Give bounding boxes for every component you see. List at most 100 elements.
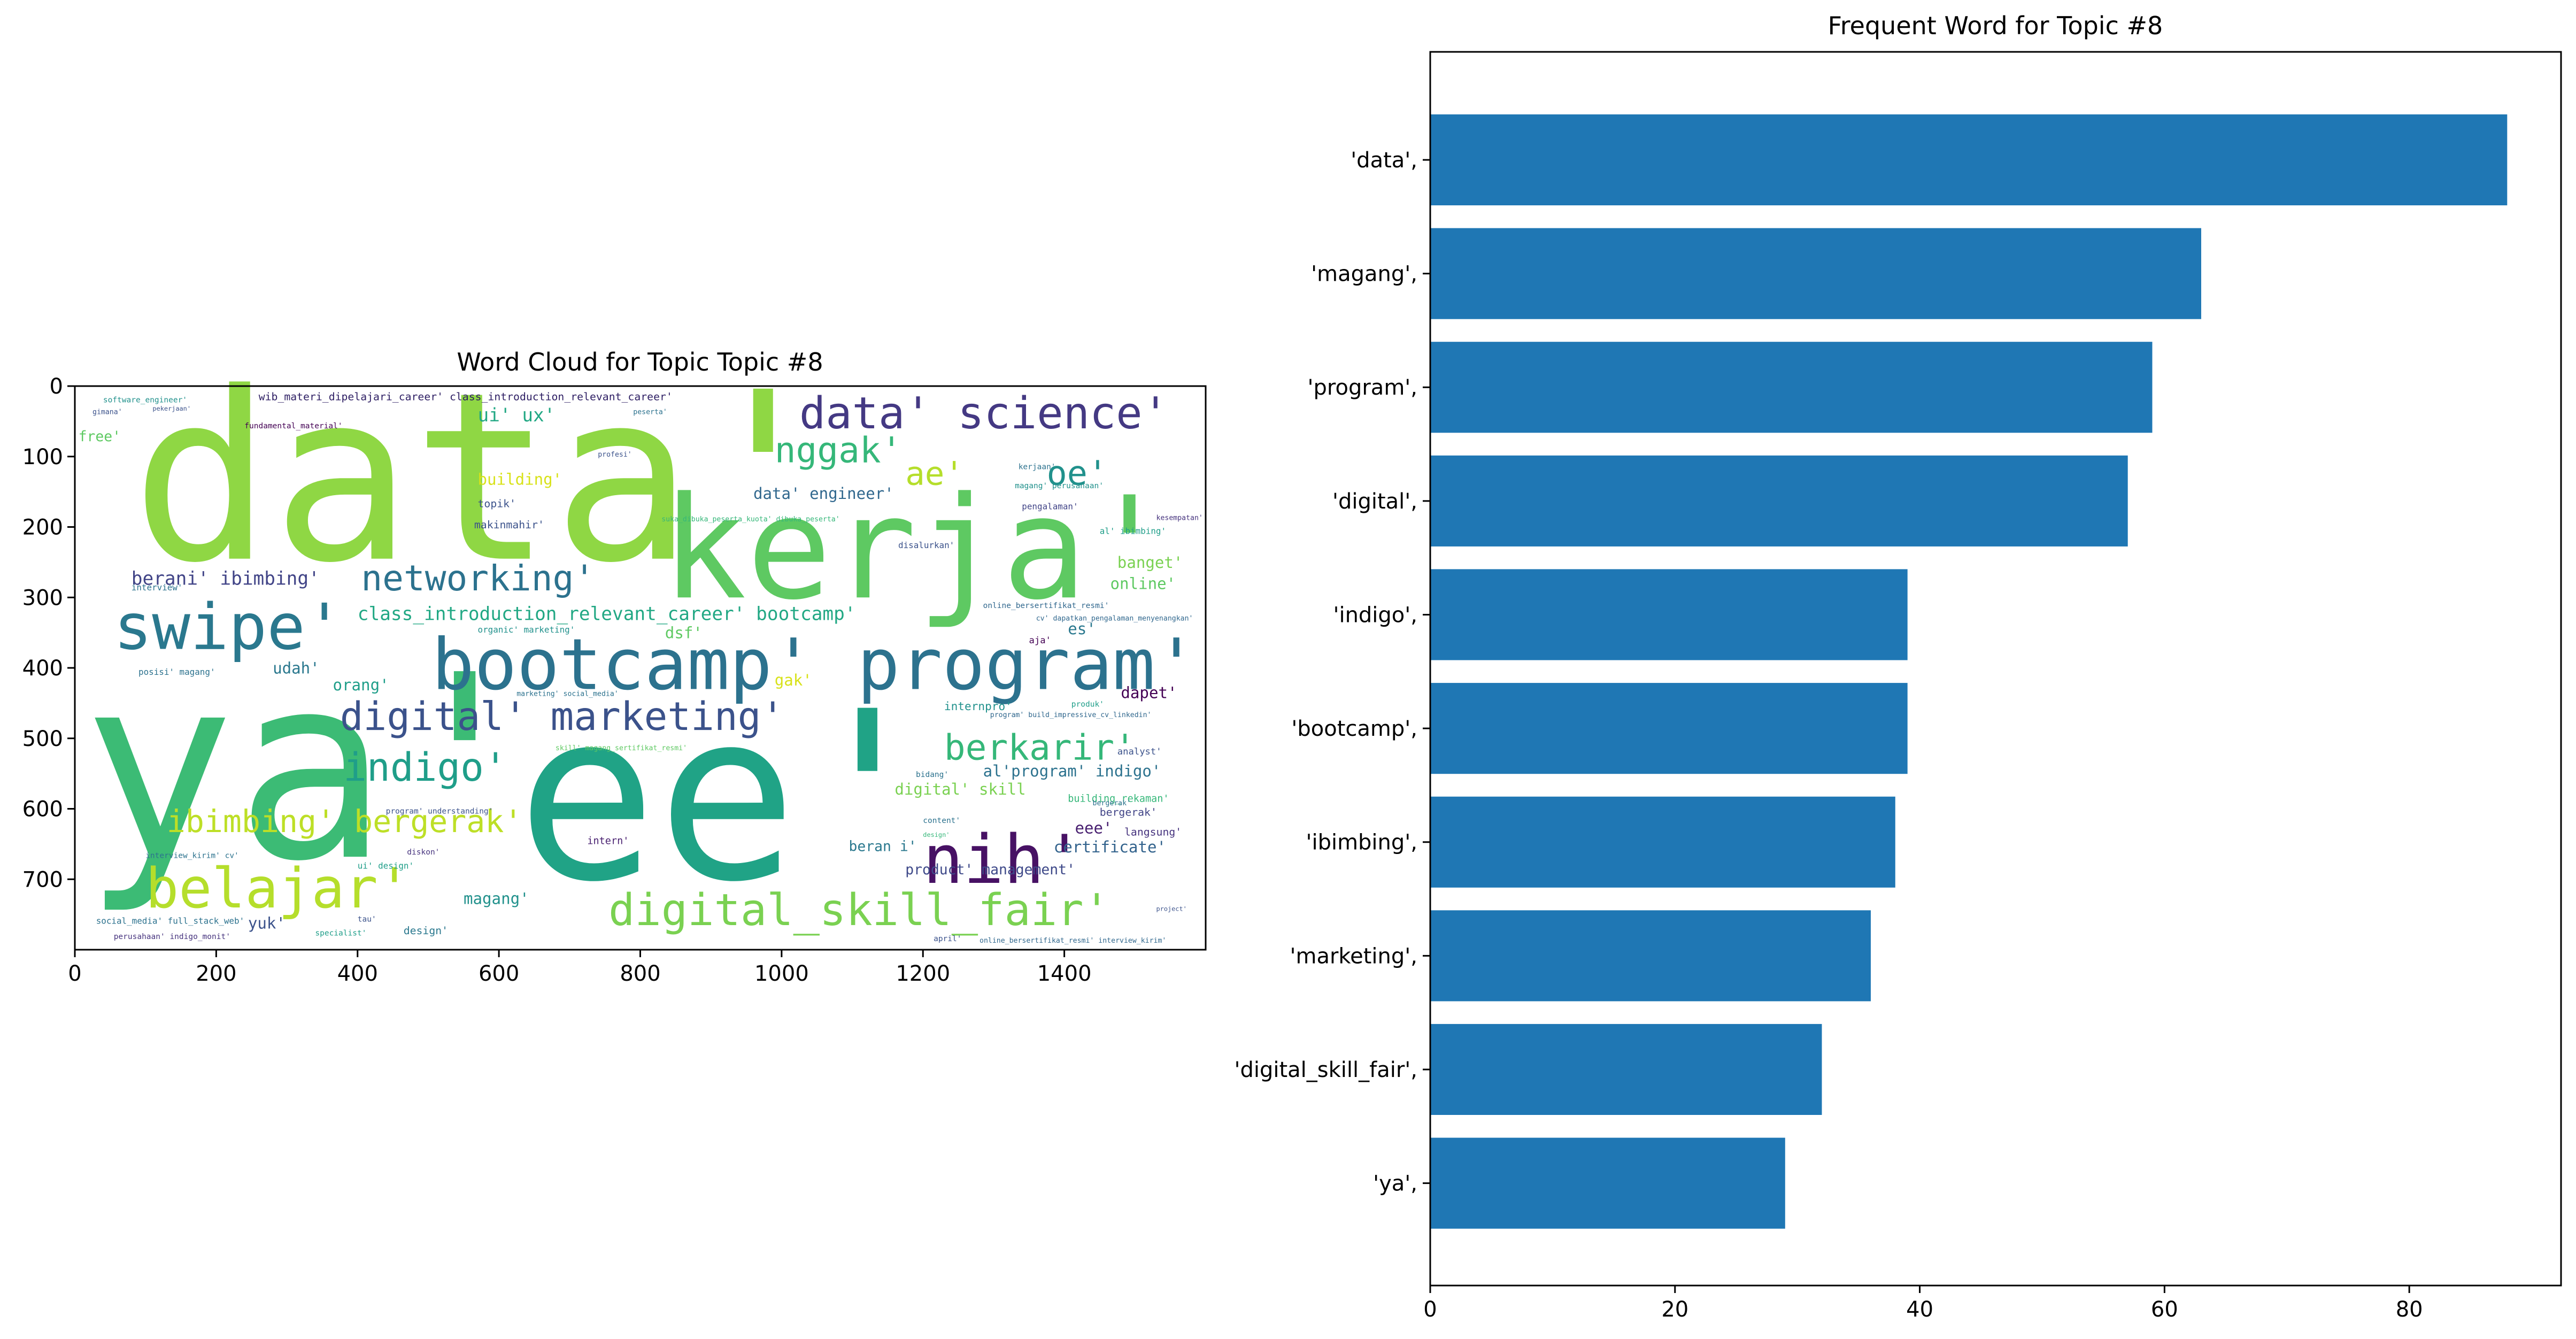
- word-cloud-word: wib_materi_dipelajari_career' class_intr…: [259, 390, 673, 403]
- word-cloud-word: udah': [273, 659, 320, 678]
- word-cloud-word: profesi': [598, 451, 632, 459]
- bar: [1430, 1024, 1822, 1115]
- word-cloud-word: suka_dibuka_peserta_kuota' dibuka_pesert…: [661, 515, 839, 524]
- word-cloud-word: diskon': [407, 848, 439, 857]
- word-cloud-words: data'ya'ee' kerja'bootcamp' program' swipe…: [79, 342, 1203, 945]
- word-cloud-x-tick-label: 800: [620, 961, 660, 986]
- word-cloud-word: swipe': [114, 590, 344, 664]
- word-cloud-word: analyst': [1117, 747, 1162, 757]
- word-cloud-word: building_rekaman': [1068, 793, 1169, 804]
- bar-chart-x-axis: 0 20 40 60 80: [1423, 1286, 2423, 1322]
- word-cloud-word: bootcamp' program': [432, 624, 1198, 706]
- word-cloud-word: bidang': [916, 771, 948, 779]
- word-cloud-x-tick-label: 400: [337, 961, 378, 986]
- word-cloud-word: orang': [333, 676, 389, 694]
- bar-chart-y-axis: 'data', 'magang', 'program', 'digital', 'ind…: [1234, 148, 1430, 1196]
- word-cloud-word: product' management': [905, 861, 1075, 878]
- bar-category-label: 'bootcamp',: [1291, 717, 1417, 741]
- word-cloud-word: disalurkan': [898, 540, 954, 550]
- word-cloud-word: langsung': [1124, 826, 1182, 838]
- bar: [1430, 683, 1908, 774]
- word-cloud-word: building': [478, 471, 562, 489]
- word-cloud-word: kesempatan': [1156, 514, 1203, 522]
- word-cloud-word: skill' magang_sertifikat_resmi': [556, 744, 687, 752]
- word-cloud-word: content': [923, 817, 960, 825]
- bar-category-label: 'ibimbing',: [1306, 830, 1417, 855]
- word-cloud-word: design': [404, 925, 448, 937]
- word-cloud-word: magang' perusahaan': [1015, 482, 1104, 490]
- word-cloud-word: al'program' indigo': [983, 762, 1161, 780]
- word-cloud-word: es': [1068, 620, 1096, 638]
- word-cloud-word: oe': [1047, 453, 1108, 493]
- word-cloud-word: peserta': [633, 409, 667, 417]
- bar-category-label: 'indigo',: [1333, 603, 1417, 627]
- word-cloud-title: Word Cloud for Topic Topic #8: [457, 348, 823, 376]
- word-cloud-y-tick-label: 300: [22, 586, 63, 610]
- bar: [1430, 910, 1871, 1002]
- word-cloud-word: free': [79, 428, 121, 445]
- bar-chart-x-tick-label: 40: [1906, 1297, 1933, 1322]
- word-cloud-y-tick-label: 400: [22, 656, 63, 681]
- word-cloud-word: ae': [905, 456, 964, 493]
- bar-chart-x-tick-label: 80: [2396, 1297, 2423, 1322]
- bar: [1430, 342, 2153, 433]
- bar-chart-bars: [1430, 114, 2508, 1229]
- word-cloud-word: bergerak': [1100, 806, 1157, 819]
- word-cloud-word: ui' design': [358, 861, 414, 871]
- word-cloud-y-tick-label: 100: [22, 445, 63, 470]
- bar: [1430, 114, 2508, 205]
- word-cloud-word: april': [934, 935, 961, 943]
- word-cloud-word: perusahaan' indigo_monit': [114, 933, 230, 941]
- word-cloud-word: magang': [464, 889, 529, 907]
- word-cloud-word: certificate': [1054, 838, 1166, 856]
- bar: [1430, 455, 2128, 547]
- word-cloud-word: al' ibimbing': [1100, 526, 1166, 536]
- word-cloud-word: design': [923, 831, 950, 838]
- bar-chart-panel: Frequent Word for Topic #8 0 20 40 60 80 'da…: [1234, 11, 2562, 1322]
- word-cloud-word: internpro': [944, 699, 1012, 713]
- bar-category-label: 'magang',: [1311, 262, 1417, 287]
- bar-chart-x-tick-label: 20: [1661, 1297, 1688, 1322]
- word-cloud-word: class_introduction_relevant_career' boot…: [358, 603, 856, 625]
- word-cloud-word: data' engineer': [753, 484, 894, 503]
- word-cloud-word: digital' marketing': [340, 695, 784, 740]
- word-cloud-word: specialist': [315, 929, 366, 938]
- word-cloud-y-tick-label: 200: [22, 515, 63, 540]
- word-cloud-word: online_bersertifikat_resmi' interview_ki…: [980, 937, 1166, 945]
- word-cloud-word: intern': [587, 835, 629, 847]
- word-cloud-word: nih': [923, 820, 1084, 899]
- word-cloud-word: berani' ibimbing': [132, 568, 320, 590]
- word-cloud-word: marketing' social_media': [516, 690, 619, 698]
- word-cloud-word: fundamental_material': [244, 422, 342, 430]
- word-cloud-word: pekerjaan': [152, 405, 191, 412]
- word-cloud-word: yuk': [248, 914, 286, 933]
- word-cloud-word: kerjaan': [1019, 463, 1056, 472]
- word-cloud-y-tick-label: 0: [50, 374, 63, 399]
- bar-chart-title: Frequent Word for Topic #8: [1828, 11, 2163, 40]
- word-cloud-x-tick-label: 1000: [754, 961, 809, 986]
- word-cloud-word: posisi' magang': [138, 667, 215, 677]
- word-cloud-y-tick-label: 700: [22, 867, 63, 892]
- bar-category-label: 'digital_skill_fair',: [1234, 1058, 1417, 1082]
- word-cloud-word: belajar': [145, 857, 411, 921]
- word-cloud-x-axis: 0 200 400 600 800 1000 1200 1400: [68, 950, 1092, 986]
- bar-category-label: 'program',: [1308, 375, 1417, 400]
- word-cloud-word: bergerak': [1093, 799, 1131, 807]
- bar: [1430, 1137, 1785, 1229]
- word-cloud-word: banget': [1117, 553, 1183, 572]
- word-cloud-word: social_media' full_stack_web': [96, 915, 244, 926]
- word-cloud-background: [75, 386, 1206, 950]
- bar-category-label: 'marketing',: [1290, 944, 1417, 968]
- word-cloud-word: indigo': [343, 745, 507, 790]
- word-cloud-word: aja': [1029, 635, 1051, 646]
- word-cloud-y-tick-label: 600: [22, 797, 63, 822]
- word-cloud-word: ibimbing' bergerak': [167, 803, 523, 840]
- bar-chart-x-tick-label: 60: [2151, 1297, 2178, 1322]
- word-cloud-y-tick-label: 500: [22, 727, 63, 751]
- word-cloud-word: software_engineer': [103, 396, 187, 404]
- word-cloud-word: program' build_impressive_cv_linkedin': [990, 711, 1152, 719]
- word-cloud-word: tau': [358, 915, 376, 924]
- word-cloud-word: pengalaman': [1022, 502, 1078, 512]
- word-cloud-word: networking': [361, 558, 595, 599]
